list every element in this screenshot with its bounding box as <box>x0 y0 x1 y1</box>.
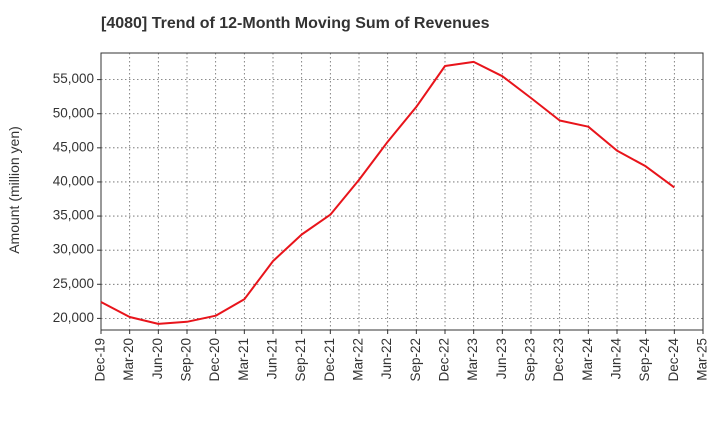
plot-area <box>100 52 704 331</box>
x-tick-label: Sep-23 <box>523 338 538 382</box>
y-tick-label: 20,000 <box>53 310 94 325</box>
x-tick-label: Jun-21 <box>265 338 280 379</box>
x-tick-label: Jun-23 <box>494 338 509 379</box>
series <box>100 60 675 325</box>
x-tick-label: Sep-21 <box>293 338 308 382</box>
x-tick-label: Dec-20 <box>207 338 222 382</box>
x-tick-label: Dec-23 <box>551 338 566 382</box>
x-tick-label: Dec-19 <box>93 338 108 382</box>
x-tick-label: Jun-24 <box>609 338 624 380</box>
x-tick-label: Dec-24 <box>666 338 681 382</box>
x-tick-label: Jun-20 <box>150 338 165 379</box>
y-tick-label: 45,000 <box>53 139 94 154</box>
y-tick-label: 35,000 <box>53 208 94 223</box>
x-tick-label: Sep-24 <box>637 338 652 382</box>
x-axis-ticks: Dec-19 Mar-20 Jun-20 Sep-20 Dec-20 Mar-21 Jun-… <box>93 330 710 382</box>
x-tick-label: Mar-25 <box>695 338 710 381</box>
grid <box>101 53 703 330</box>
x-tick-label: Mar-23 <box>465 338 480 381</box>
y-tick-label: 40,000 <box>53 174 94 189</box>
y-tick-label: 55,000 <box>53 71 94 86</box>
y-tick-label: 30,000 <box>53 242 94 257</box>
x-tick-label: Dec-22 <box>437 338 452 382</box>
y-tick-label: 50,000 <box>53 105 94 120</box>
x-tick-label: Mar-22 <box>351 338 366 381</box>
x-tick-label: Mar-24 <box>580 338 595 381</box>
y-axis-ticks: 20,000 25,000 30,000 35,000 40,000 45,000 50,0… <box>53 71 101 325</box>
chart-title: [4080] Trend of 12-Month Moving Sum of R… <box>101 15 490 32</box>
series-line <box>100 60 675 325</box>
x-tick-label: Sep-20 <box>179 338 194 382</box>
x-tick-label: Mar-20 <box>121 338 136 381</box>
y-tick-label: 25,000 <box>53 276 94 291</box>
x-tick-label: Jun-22 <box>379 338 394 379</box>
x-tick-label: Sep-22 <box>408 338 423 382</box>
x-tick-label: Mar-21 <box>236 338 251 381</box>
x-tick-label: Dec-21 <box>322 338 337 382</box>
